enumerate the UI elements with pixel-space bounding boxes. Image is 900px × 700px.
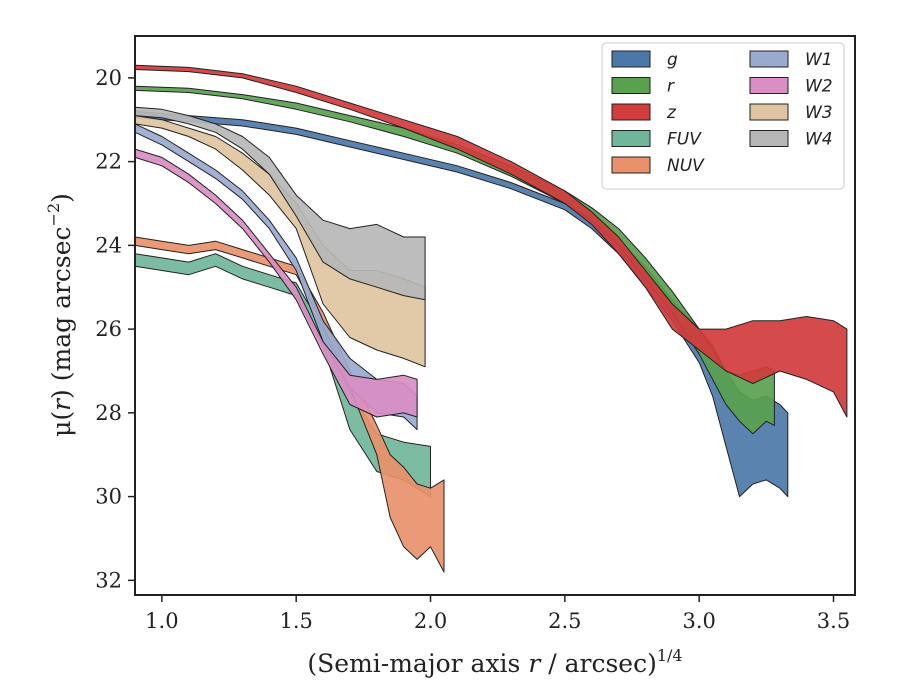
y-tick-label: 32: [95, 568, 122, 592]
x-axis-label-main: (Semi-major axis: [307, 649, 528, 678]
series-band-w3: [134, 115, 426, 368]
plot-frame: [134, 35, 856, 596]
series-band-g: [134, 110, 789, 498]
x-axis-label-rest: / arcsec): [540, 649, 657, 678]
legend-swatch-r: [611, 77, 651, 94]
legend-label-w4: W4: [805, 130, 833, 150]
x-axis-label: (Semi-major axis r / arcsec)1/4: [307, 646, 682, 678]
y-axis-label-rest: ) (mag arcsec: [47, 226, 76, 399]
x-axis: 1.0 1.5 2.0 2.5 3.0 3.5: [145, 595, 850, 633]
y-axis-label: μ(r) (mag arcsec−2): [44, 193, 76, 437]
legend-label-w3: W3: [805, 103, 833, 123]
y-tick-label: 26: [95, 317, 122, 341]
y-axis-label-main: μ(: [47, 411, 76, 437]
legend-label-w2: W2: [805, 77, 833, 97]
x-tick-label: 1.0: [145, 609, 178, 633]
series-band-w4: [134, 106, 426, 301]
y-axis: 20 22 24 26 28 30 32: [95, 66, 135, 592]
plot-area: [134, 35, 856, 596]
legend-swatch-g: [611, 50, 651, 68]
legend-label-z: z: [666, 103, 677, 123]
x-tick-label: 2.0: [414, 609, 447, 633]
y-axis-label-exp: −2: [44, 203, 63, 227]
y-tick-label: 30: [95, 485, 122, 509]
y-tick-label: 28: [95, 401, 122, 425]
x-axis-label-exp: 1/4: [657, 646, 683, 665]
series-band-w2: [134, 148, 418, 418]
legend-label-g: g: [667, 50, 678, 70]
legend-swatch-z: [611, 103, 651, 121]
x-tick-label: 1.5: [279, 609, 312, 633]
legend-swatch-w1: [749, 50, 789, 68]
x-tick-label: 3.0: [682, 609, 715, 633]
series-band-z: [134, 64, 848, 418]
y-tick-label: 20: [95, 66, 122, 90]
legend-swatch-fuv: [611, 130, 651, 147]
x-axis-label-var: r: [528, 649, 542, 678]
legend: grz FUV NUV W1 W2 W3 W4: [601, 42, 845, 190]
y-axis-label-var: r: [47, 397, 76, 411]
legend-label-nuv: NUV: [667, 156, 705, 176]
x-tick-label: 2.5: [548, 609, 581, 633]
legend-swatch-w2: [749, 77, 789, 94]
legend-swatch-w3: [749, 103, 789, 121]
legend-label-w1: W1: [805, 50, 833, 70]
legend-label-fuv: FUV: [667, 130, 702, 150]
y-tick-label: 22: [95, 150, 122, 174]
y-tick-label: 24: [95, 233, 122, 257]
x-tick-label: 3.5: [817, 609, 850, 633]
legend-items: grz FUV NUV W1 W2 W3 W4: [611, 50, 833, 176]
legend-swatch-nuv: [611, 156, 651, 174]
legend-label-r: r: [667, 77, 675, 97]
legend-swatch-w4: [749, 130, 789, 147]
series-layer: [134, 64, 848, 573]
y-axis-label-end: ): [47, 193, 76, 203]
